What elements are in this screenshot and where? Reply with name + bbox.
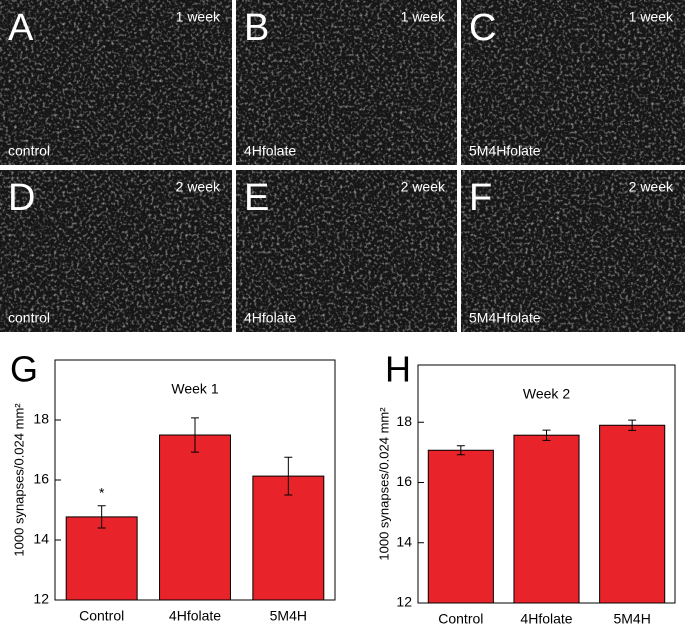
micrograph-texture bbox=[236, 170, 457, 332]
error-bar bbox=[97, 505, 106, 529]
y-tick-label: 14 bbox=[33, 531, 49, 547]
panel-label: 5M4Hfolate bbox=[469, 310, 541, 326]
panel-label: 4Hfolate bbox=[244, 310, 296, 326]
micrographs: A 1 week control B 1 week 4Hfolate C 1 week 5M4H… bbox=[0, 0, 685, 332]
panel-time: 1 week bbox=[401, 9, 446, 25]
micrograph-panel: F 2 week 5M4Hfolate bbox=[461, 170, 685, 332]
y-tick-label: 16 bbox=[396, 473, 412, 489]
panel-letter: D bbox=[8, 177, 35, 219]
chart-title: Week 1 bbox=[171, 381, 218, 397]
x-tick-label: Control bbox=[438, 611, 483, 626]
panel-letter: B bbox=[244, 7, 269, 49]
x-tick-label: 5M4H bbox=[613, 611, 650, 626]
micrograph-texture bbox=[0, 0, 232, 165]
chart-title: Week 2 bbox=[523, 386, 570, 402]
panel-label: 5M4Hfolate bbox=[469, 143, 541, 159]
panel-time: 2 week bbox=[401, 179, 446, 195]
y-tick-label: 18 bbox=[396, 413, 412, 429]
panel-letter: G bbox=[10, 349, 38, 390]
error-bar bbox=[284, 456, 293, 496]
panel-time: 2 week bbox=[176, 179, 221, 195]
panel-letter: C bbox=[469, 7, 496, 49]
micrograph-panel: B 1 week 4Hfolate bbox=[236, 0, 457, 165]
error-bar bbox=[542, 429, 551, 441]
micrograph-panel: E 2 week 4Hfolate bbox=[236, 170, 457, 332]
y-tick-label: 18 bbox=[33, 411, 49, 427]
panel-label: control bbox=[8, 310, 50, 326]
x-tick-label: 5M4H bbox=[270, 608, 307, 624]
bar bbox=[427, 449, 494, 604]
error-bar bbox=[191, 417, 199, 453]
micrograph-panel: D 2 week control bbox=[0, 170, 232, 332]
y-tick-label: 12 bbox=[33, 591, 49, 607]
bar bbox=[599, 424, 666, 604]
y-tick-label: 14 bbox=[396, 533, 412, 549]
panel-letter: A bbox=[8, 7, 34, 49]
micrograph-texture bbox=[461, 170, 685, 332]
micrograph-texture bbox=[461, 0, 685, 165]
bar bbox=[159, 434, 231, 601]
micrograph-panel: A 1 week control bbox=[0, 0, 232, 165]
y-axis-label: 1000 synapses/0.024 mm² bbox=[376, 407, 391, 561]
y-tick-label: 12 bbox=[396, 594, 412, 610]
bar bbox=[65, 516, 138, 601]
panel-label: 4Hfolate bbox=[244, 143, 296, 159]
bar bbox=[513, 434, 580, 604]
panel-time: 1 week bbox=[176, 9, 221, 25]
significance-marker: * bbox=[99, 485, 105, 501]
y-axis-label: 1000 synapses/0.024 mm² bbox=[11, 403, 26, 557]
error-bar bbox=[628, 419, 637, 431]
micrograph-texture bbox=[236, 0, 457, 165]
error-bar bbox=[456, 445, 465, 456]
bar-chart: G Week 1 1000 synapses/0.024 mm² 12 14 16 18 Co… bbox=[10, 349, 336, 624]
panel-letter: H bbox=[385, 349, 411, 390]
plot-frame bbox=[417, 364, 676, 604]
charts: G Week 1 1000 synapses/0.024 mm² 12 14 16 18 Co… bbox=[10, 349, 676, 627]
bar-chart: H Week 2 1000 synapses/0.024 mm² 12 14 16 18 Co… bbox=[376, 349, 676, 627]
panel-time: 1 week bbox=[629, 9, 674, 25]
panel-letter: E bbox=[244, 177, 269, 219]
plot-frame bbox=[54, 359, 336, 601]
panel-time: 2 week bbox=[629, 179, 674, 195]
x-tick-label: Control bbox=[79, 608, 124, 624]
micrograph-panel: C 1 week 5M4Hfolate bbox=[461, 0, 685, 165]
panel-label: control bbox=[8, 143, 50, 159]
x-tick-label: 4Hfolate bbox=[169, 608, 221, 624]
x-tick-label: 4Hfolate bbox=[520, 611, 572, 626]
y-tick-label: 16 bbox=[33, 471, 49, 487]
micrograph-texture bbox=[0, 170, 232, 332]
panel-letter: F bbox=[469, 177, 492, 219]
